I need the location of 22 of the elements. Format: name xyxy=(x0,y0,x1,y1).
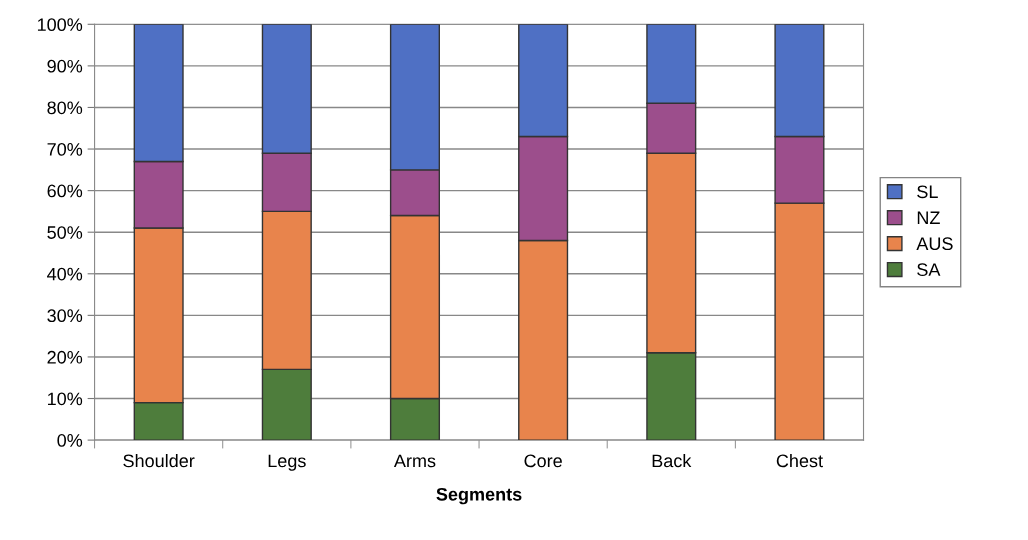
x-tick-label: Core xyxy=(524,454,562,468)
x-tick-label: Chest xyxy=(776,453,823,468)
x-axis-title: Segments xyxy=(436,487,522,505)
y-tick-label: 20% xyxy=(47,350,83,364)
legend-label: SL xyxy=(917,185,938,199)
legend-label: AUS xyxy=(916,237,953,251)
x-tick-label: Legs xyxy=(268,454,306,471)
y-tick-label: 40% xyxy=(47,267,83,281)
x-tick-label: Arms xyxy=(393,454,436,468)
y-tick-label: 70% xyxy=(47,142,83,156)
y-tick-label: 50% xyxy=(47,226,83,239)
y-tick-label: 0% xyxy=(57,434,83,447)
x-tick-label: Shoulder xyxy=(123,453,195,468)
y-tick-label: 10% xyxy=(48,392,83,406)
legend-label: SA xyxy=(917,263,941,277)
legend-label: NZ xyxy=(917,211,940,224)
x-tick-label: Back xyxy=(652,453,692,468)
y-tick-label: 30% xyxy=(47,309,83,323)
y-tick-label: 80% xyxy=(47,101,83,115)
y-tick-label: 90% xyxy=(47,59,83,73)
y-tick-label: 60% xyxy=(47,184,83,198)
y-tick-label: 100% xyxy=(37,18,83,32)
